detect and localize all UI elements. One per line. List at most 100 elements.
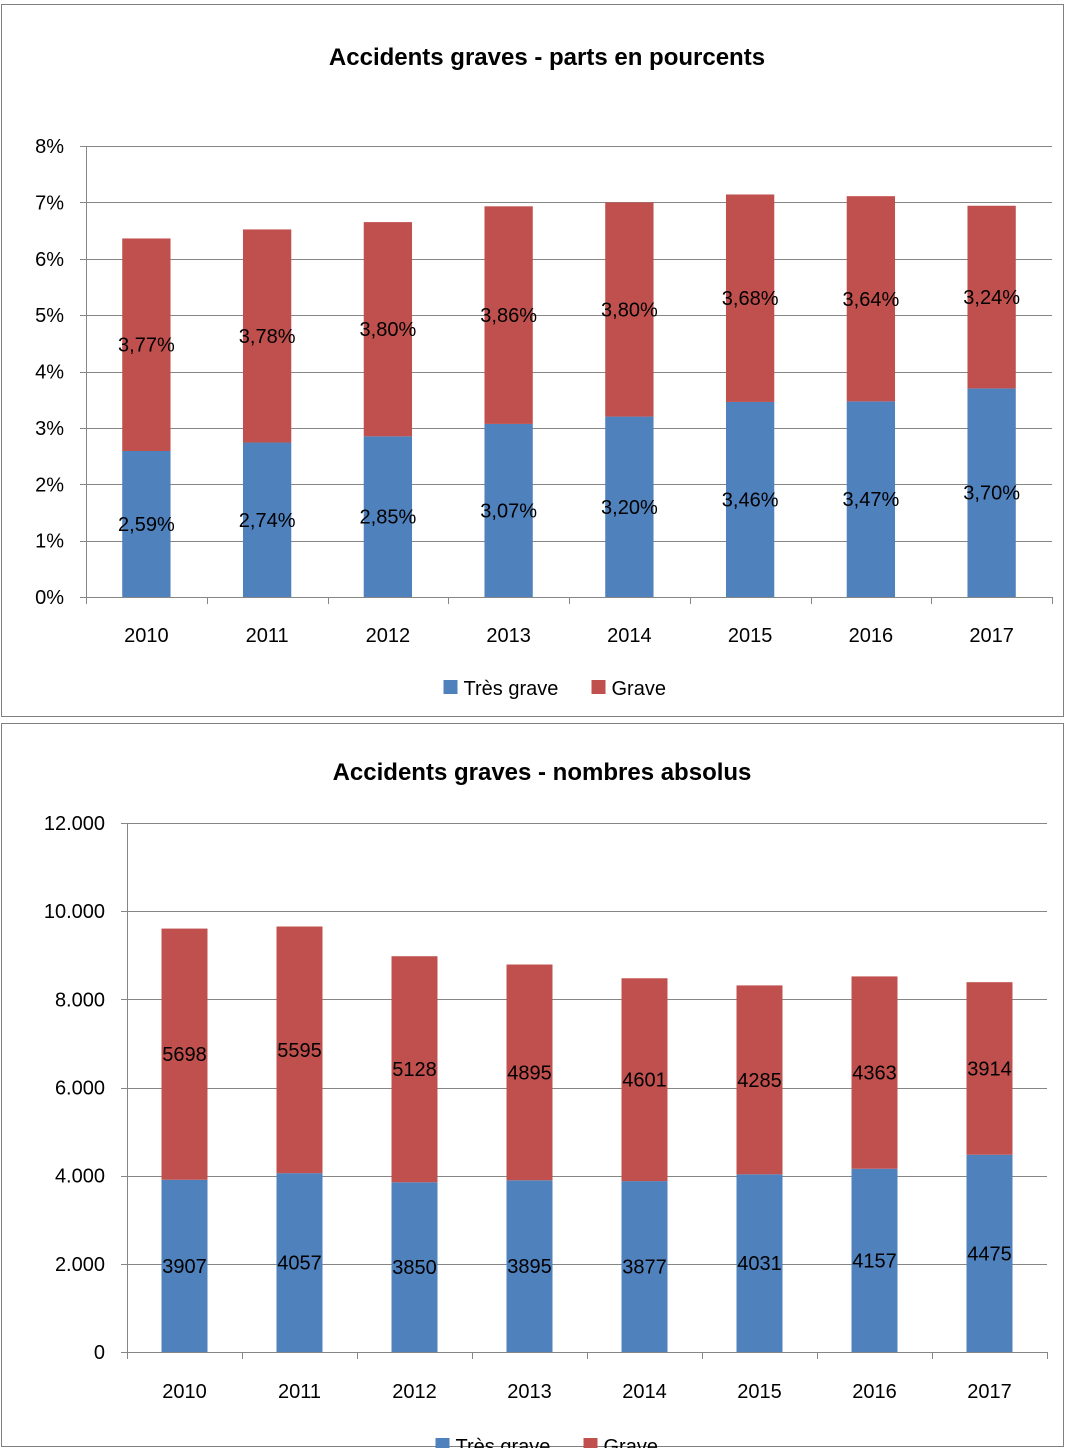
data-label-grave-2011: 3,78% — [239, 326, 296, 348]
y-tick-label: 6.000 — [55, 1078, 105, 1100]
data-label-tres-grave-2012: 2,85% — [360, 507, 417, 529]
data-label-grave-2010: 5698 — [162, 1044, 207, 1066]
legend-swatch-grave — [583, 1438, 598, 1448]
bar-tres-grave-2014 — [621, 1181, 668, 1352]
x-tick-label: 2010 — [162, 1381, 207, 1403]
bar-grave-2012 — [363, 222, 413, 437]
x-tick-label: 2017 — [969, 625, 1014, 647]
x-tick-label: 2014 — [622, 1381, 667, 1403]
bar-grave-2013 — [484, 206, 533, 424]
data-label-tres-grave-2011: 4057 — [277, 1253, 322, 1275]
bar-grave-2010 — [161, 928, 208, 1180]
bar-grave-2015 — [736, 985, 783, 1175]
y-tick-label: 2% — [35, 474, 64, 496]
x-axis: 2010 2011 2012 2013 2014 2015 2016 2017 — [127, 1352, 1048, 1403]
bar-tres-grave-2014 — [605, 416, 654, 597]
data-label-grave-2010: 3,77% — [118, 335, 175, 357]
bar-grave-2010 — [122, 238, 171, 451]
bar-tres-grave-2013 — [484, 423, 533, 597]
bar-grave-2014 — [605, 202, 654, 417]
chart-title: Accidents graves - nombres absolus — [333, 759, 752, 786]
bar-grave-2016 — [846, 196, 896, 402]
x-tick-label: 2015 — [737, 1381, 782, 1403]
x-tick-label: 2017 — [967, 1381, 1012, 1403]
bar-tres-grave-2011 — [276, 1173, 323, 1352]
data-label-tres-grave-2011: 2,74% — [239, 510, 296, 532]
data-label-tres-grave-2010: 3907 — [162, 1256, 207, 1278]
chart-percent-share-svg: Accidents graves - parts en pourcents 0%… — [35, 44, 1053, 700]
chart-absolute-numbers-svg: Accidents graves - nombres absolus 0 2.00… — [44, 759, 1048, 1448]
data-label-grave-2012: 3,80% — [360, 319, 417, 341]
gridlines — [127, 823, 1047, 1265]
data-label-tres-grave-2012: 3850 — [392, 1257, 437, 1279]
bar-tres-grave-2010 — [122, 450, 171, 597]
data-label-grave-2015: 4285 — [737, 1070, 782, 1092]
chart-percent-share: Accidents graves - parts en pourcents 0%… — [1, 4, 1064, 717]
x-tick-label: 2014 — [607, 625, 652, 647]
y-tick-label: 4% — [35, 362, 64, 384]
bar-tres-grave-2012 — [391, 1182, 438, 1352]
legend: Très grave Grave — [435, 1436, 658, 1448]
y-tick-label: 0 — [94, 1342, 105, 1364]
data-label-grave-2014: 3,80% — [601, 299, 658, 321]
bar-tres-grave-2015 — [725, 401, 775, 597]
x-tick-label: 2013 — [507, 1381, 552, 1403]
data-labels: 3907 5698 4057 5595 3850 5128 3895 4895 3877 4601… — [162, 1040, 1012, 1279]
data-label-grave-2016: 3,64% — [843, 289, 900, 311]
data-label-tres-grave-2014: 3877 — [622, 1257, 667, 1279]
bar-tres-grave-2011 — [242, 442, 292, 597]
x-tick-label: 2015 — [728, 625, 773, 647]
bar-tres-grave-2016 — [851, 1168, 898, 1352]
x-tick-label: 2016 — [852, 1381, 897, 1403]
data-label-tres-grave-2013: 3,07% — [480, 500, 537, 522]
x-tick-label: 2016 — [849, 625, 894, 647]
y-tick-label: 0% — [35, 587, 64, 609]
bar-tres-grave-2015 — [736, 1174, 783, 1352]
legend-label-tres-grave: Très grave — [456, 1436, 551, 1448]
bar-tres-grave-2012 — [363, 436, 413, 597]
bars — [161, 926, 1013, 1352]
legend: Très grave Grave — [443, 678, 666, 700]
legend-label-grave: Grave — [604, 1436, 658, 1448]
bar-tres-grave-2016 — [846, 401, 896, 597]
data-label-grave-2013: 3,86% — [480, 305, 537, 327]
bar-tres-grave-2017 — [967, 388, 1016, 597]
data-label-grave-2011: 5595 — [277, 1040, 322, 1062]
bar-grave-2011 — [242, 229, 292, 443]
bar-grave-2016 — [851, 976, 898, 1169]
y-axis: 0 2.000 4.000 6.000 8.000 10.000 12.000 — [44, 813, 128, 1364]
data-label-grave-2012: 5128 — [392, 1059, 437, 1081]
data-label-grave-2017: 3914 — [967, 1058, 1012, 1080]
y-tick-label: 5% — [35, 305, 64, 327]
chart-absolute-numbers: Accidents graves - nombres absolus 0 2.00… — [1, 723, 1064, 1448]
data-label-grave-2014: 4601 — [622, 1070, 667, 1092]
y-tick-label: 1% — [35, 531, 64, 553]
bar-grave-2017 — [966, 982, 1013, 1155]
bar-grave-2011 — [276, 926, 323, 1174]
y-tick-label: 3% — [35, 418, 64, 440]
data-label-tres-grave-2015: 4031 — [737, 1253, 782, 1275]
data-label-grave-2013: 4895 — [507, 1062, 552, 1084]
data-label-grave-2015: 3,68% — [722, 288, 779, 310]
bars — [122, 194, 1016, 597]
data-label-grave-2017: 3,24% — [963, 287, 1020, 309]
data-label-tres-grave-2014: 3,20% — [601, 497, 658, 519]
bar-tres-grave-2017 — [966, 1154, 1013, 1352]
data-label-grave-2016: 4363 — [852, 1063, 897, 1085]
data-labels: 2,59% 3,77% 2,74% 3,78% 2,85% 3,80% 3,07% 3,86%… — [118, 287, 1020, 536]
y-tick-label: 8% — [35, 136, 64, 158]
x-tick-label: 2012 — [366, 625, 411, 647]
x-tick-label: 2011 — [246, 625, 289, 647]
data-label-tres-grave-2015: 3,46% — [722, 489, 779, 511]
data-label-tres-grave-2010: 2,59% — [118, 514, 175, 536]
x-axis: 2010 2011 2012 2013 2014 2015 2016 2017 — [86, 597, 1053, 647]
legend-label-tres-grave: Très grave — [464, 678, 559, 700]
y-tick-label: 7% — [35, 192, 64, 214]
data-label-tres-grave-2016: 3,47% — [843, 489, 900, 511]
y-tick-label: 2.000 — [55, 1254, 105, 1276]
data-label-tres-grave-2017: 3,70% — [963, 483, 1020, 505]
legend-swatch-tres-grave — [435, 1438, 450, 1448]
legend-swatch-tres-grave — [443, 680, 458, 694]
y-axis: 0% 1% 2% 3% 4% 5% 6% 7% 8% — [35, 136, 87, 609]
bar-grave-2015 — [725, 194, 775, 402]
